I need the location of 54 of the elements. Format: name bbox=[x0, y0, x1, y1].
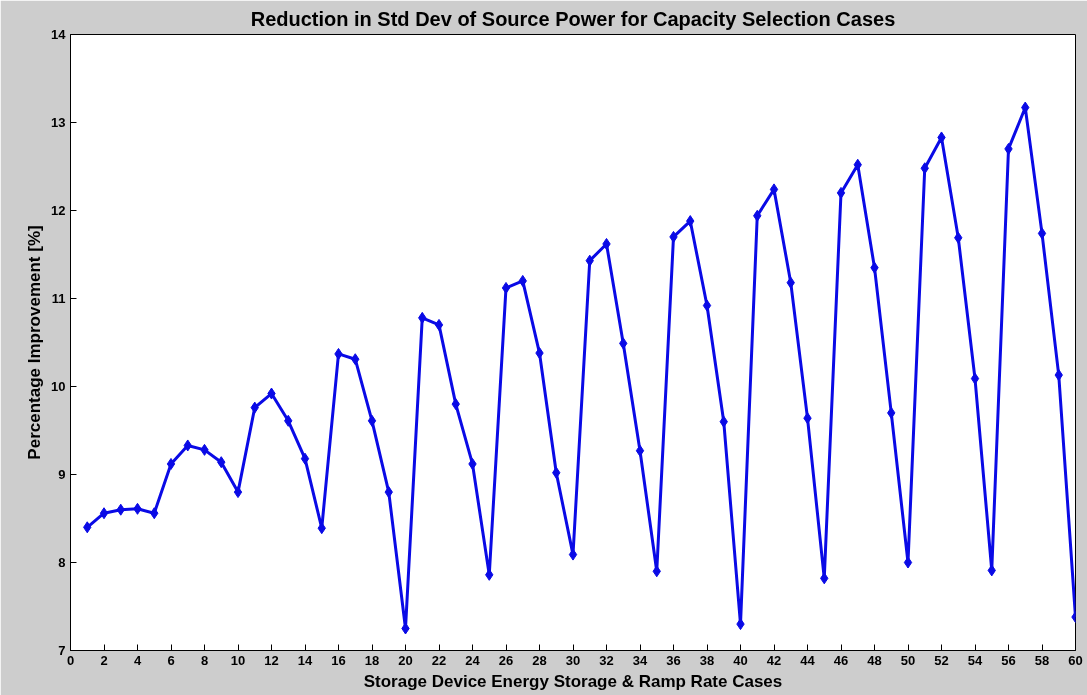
point bbox=[166, 457, 176, 470]
x-axis-title: Storage Device Energy Storage & Ramp Rate Cases bbox=[363, 671, 783, 691]
point bbox=[99, 507, 109, 520]
point bbox=[635, 444, 645, 457]
y-tick-label: 7 bbox=[58, 643, 66, 658]
point bbox=[769, 183, 779, 196]
x-tick-label: 38 bbox=[699, 652, 715, 668]
x-tick-label: 36 bbox=[666, 652, 681, 668]
x-tick-label: 30 bbox=[565, 652, 581, 668]
x-tick-label: 32 bbox=[599, 652, 614, 668]
x-tick-label: 0 bbox=[66, 652, 75, 668]
x-tick-label: 2 bbox=[100, 652, 108, 668]
x-tick-label: 46 bbox=[833, 652, 849, 668]
x-tick-label: 56 bbox=[1001, 652, 1016, 668]
chart-title: Reduction in Std Dev of Source Power for Capacity Selection Cases bbox=[250, 7, 896, 30]
point bbox=[233, 486, 243, 499]
x-tick-label: 50 bbox=[900, 652, 916, 668]
y-tick-label: 10 bbox=[51, 379, 66, 394]
x-tick-label: 28 bbox=[532, 652, 547, 668]
x-tick-label: 6 bbox=[167, 652, 175, 668]
x-tick-label: 54 bbox=[967, 652, 983, 668]
x-tick-label: 22 bbox=[431, 652, 447, 668]
point bbox=[367, 414, 377, 427]
x-tick-label: 8 bbox=[200, 652, 209, 668]
x-tick-label: 20 bbox=[398, 652, 413, 668]
x-tick-label: 58 bbox=[1034, 652, 1050, 668]
x-tick-label: 52 bbox=[934, 652, 949, 668]
x-tick-label: 10 bbox=[230, 652, 246, 668]
y-tick-label: 14 bbox=[51, 27, 67, 42]
x-tick-label: 18 bbox=[364, 652, 380, 668]
point bbox=[434, 318, 444, 331]
point bbox=[1037, 227, 1047, 240]
y-tick-label: 11 bbox=[51, 291, 66, 306]
x-tick-label: 26 bbox=[498, 652, 514, 668]
y-axis-title: Percentage Improvement [%] bbox=[25, 225, 45, 460]
x-tick-label: 4 bbox=[133, 652, 142, 668]
x-tick-label: 24 bbox=[465, 652, 481, 668]
x-tick-label: 16 bbox=[331, 652, 346, 668]
point bbox=[300, 452, 310, 465]
y-tick-label: 12 bbox=[51, 203, 66, 218]
x-tick-label: 44 bbox=[800, 652, 816, 668]
point bbox=[702, 299, 712, 312]
y-tick-label: 9 bbox=[58, 467, 66, 482]
x-tick-label: 14 bbox=[297, 652, 313, 668]
x-tick-label: 42 bbox=[766, 652, 782, 668]
x-tick-label: 40 bbox=[733, 652, 748, 668]
x-tick-label: 12 bbox=[264, 652, 279, 668]
point bbox=[836, 186, 846, 199]
x-tick-label: 48 bbox=[867, 652, 882, 668]
y-tick-label: 8 bbox=[58, 555, 66, 570]
x-tick-label: 34 bbox=[632, 652, 648, 668]
y-tick-label: 13 bbox=[51, 115, 66, 130]
x-tick-label: 60 bbox=[1068, 652, 1083, 668]
point bbox=[501, 281, 511, 294]
